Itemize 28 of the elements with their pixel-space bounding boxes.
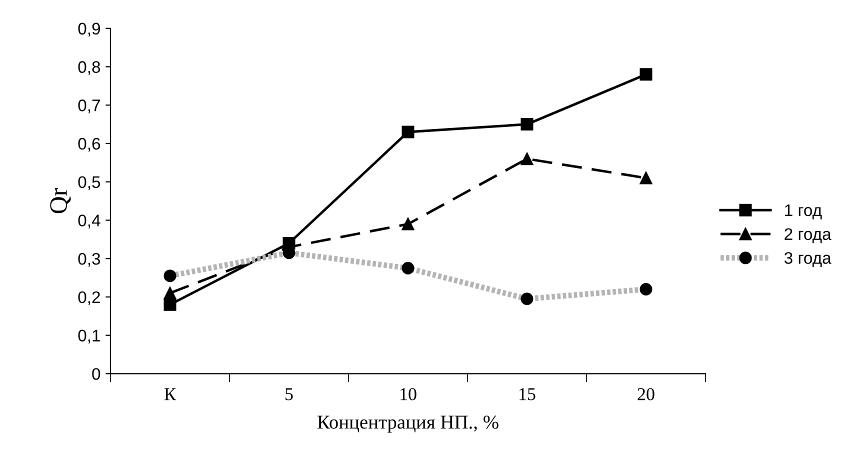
y-tick-label: 0,5 xyxy=(78,176,100,190)
y-tick-label: 0,1 xyxy=(78,330,100,344)
y-tick-label: 0,3 xyxy=(78,252,100,267)
y-tick-label: 0 xyxy=(92,368,100,380)
y-tick-label: 0,4 xyxy=(78,214,100,228)
y-tick-label: 0,2 xyxy=(78,291,100,306)
point xyxy=(640,172,652,184)
x-tick-label: 15 xyxy=(520,388,536,400)
y-tick-label: 0,9 xyxy=(78,22,100,37)
x-tick-label: К xyxy=(164,388,176,400)
x-tick-label: 20 xyxy=(638,388,654,400)
y-tick-label: 0,6 xyxy=(78,138,100,152)
x-tick-label: 10 xyxy=(400,388,416,400)
legend-label: 3 года xyxy=(784,252,832,268)
point xyxy=(164,298,176,311)
x-tick-label: 5 xyxy=(286,388,293,400)
point xyxy=(520,118,534,131)
y-tick-label: 0,7 xyxy=(78,100,100,114)
point xyxy=(402,218,414,230)
x-axis-title: Концентрация НП., % xyxy=(317,416,498,433)
y-axis-title: Qr xyxy=(50,188,71,214)
legend-label: 1 год xyxy=(785,204,822,220)
point xyxy=(520,152,534,166)
point xyxy=(640,68,652,81)
legend-label: 2 года xyxy=(784,228,832,244)
point xyxy=(402,126,414,138)
y-tick-label: 0,8 xyxy=(78,61,100,75)
point xyxy=(164,286,176,300)
